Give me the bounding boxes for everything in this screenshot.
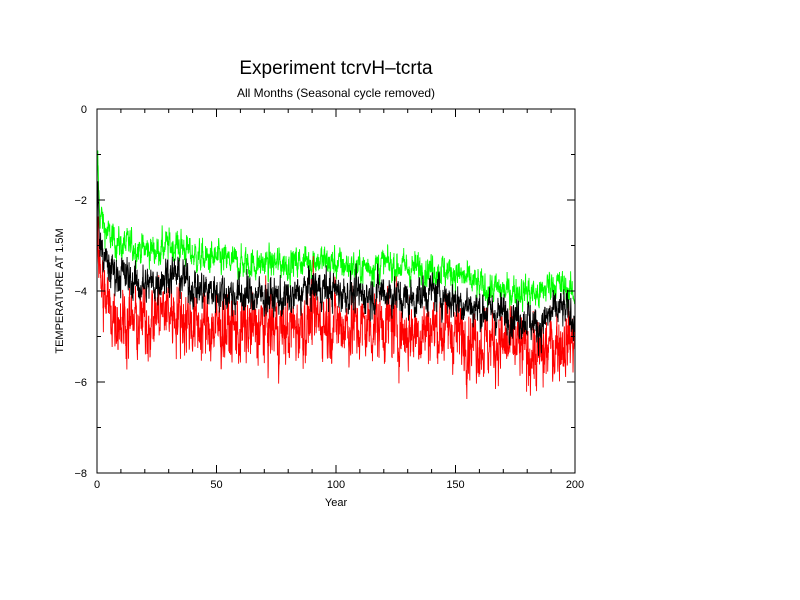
y-tick-label: −4 — [74, 286, 87, 298]
x-tick-label: 100 — [327, 479, 345, 491]
y-tick-label: −6 — [74, 377, 87, 389]
y-tick-label: −8 — [74, 468, 87, 480]
chart-title: Experiment tcrvH–tcrta — [239, 58, 433, 79]
axis-layer: 0 50 100 150 200 0 −2 −4 −6 −8 — [74, 104, 584, 491]
chart-subtitle: All Months (Seasonal cycle removed) — [237, 86, 435, 100]
x-tick-label: 0 — [94, 479, 100, 491]
series-line — [96, 181, 576, 356]
x-tick-label: 50 — [210, 479, 222, 491]
x-tick-label: 200 — [566, 479, 584, 491]
x-axis-label: Year — [325, 497, 348, 509]
y-tick-label: −2 — [74, 195, 87, 207]
y-tick-label: 0 — [81, 104, 87, 116]
x-tick-label: 150 — [446, 479, 464, 491]
y-axis-label: TEMPERATURE AT 1.5M — [54, 228, 66, 353]
series-layer — [96, 150, 576, 400]
series-line — [96, 150, 576, 312]
series-line — [96, 216, 576, 400]
